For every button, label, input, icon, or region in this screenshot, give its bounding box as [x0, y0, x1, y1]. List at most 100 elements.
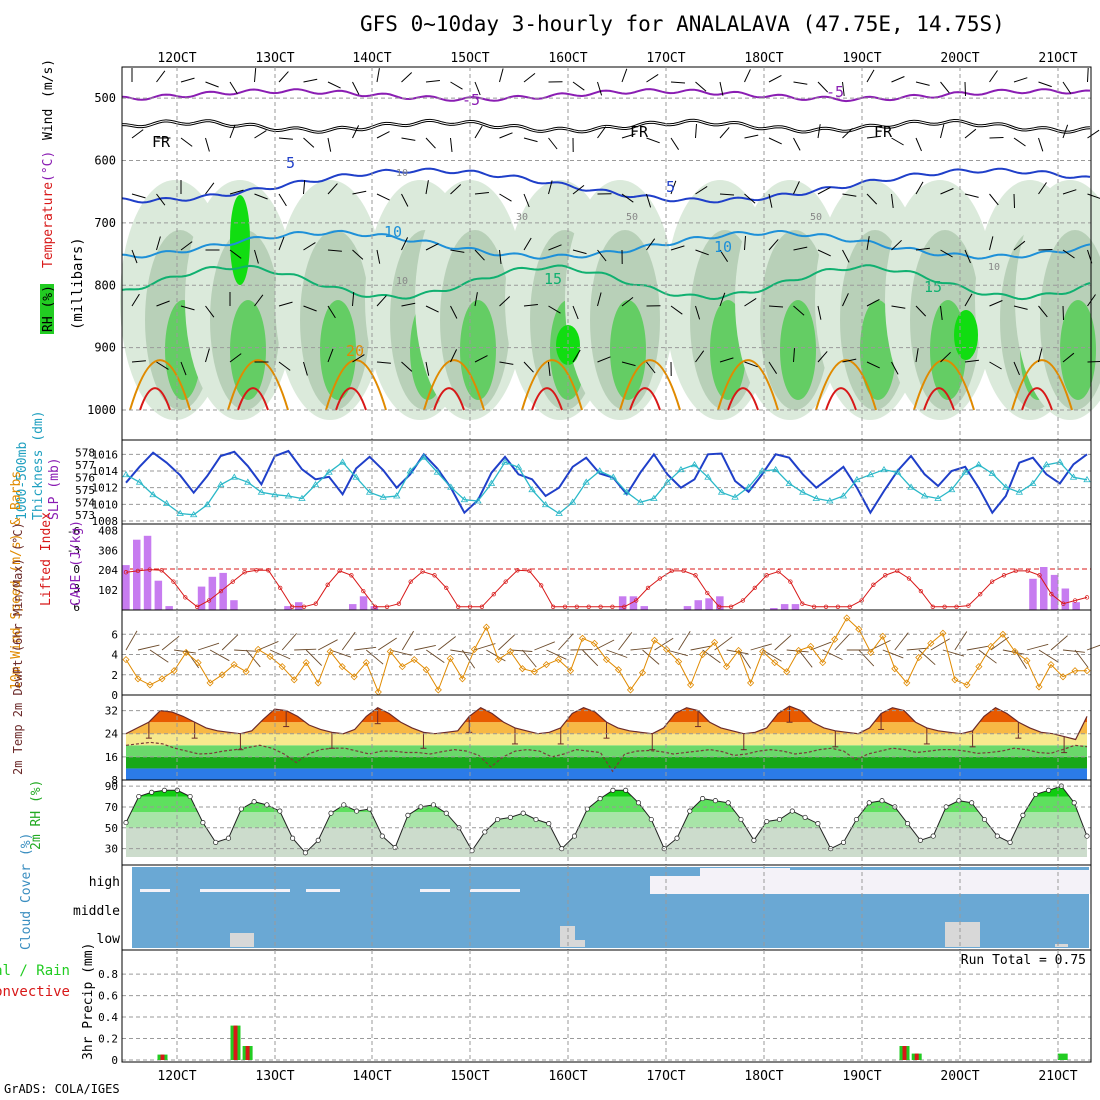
lifted-index-marker — [230, 579, 235, 584]
isotherm-label: 15 — [924, 278, 942, 296]
panel-frame — [121, 523, 1092, 611]
lifted-index-marker — [218, 588, 224, 594]
wind-barb — [866, 361, 880, 369]
cape-bar — [1029, 578, 1037, 610]
lifted-index-marker — [1072, 598, 1078, 603]
cape-bar — [705, 598, 713, 610]
wind-barb — [474, 292, 478, 307]
lifted-index-marker — [349, 573, 354, 578]
wind-barb — [940, 81, 950, 94]
rh-fill-group — [126, 786, 1087, 857]
wind-barb — [401, 137, 416, 141]
wind-barb-10m — [894, 632, 909, 651]
wind-barb — [425, 361, 430, 376]
wind-barb — [254, 249, 259, 264]
rh-marker — [366, 806, 373, 812]
wind-speed-marker — [398, 663, 406, 671]
wind-barb — [352, 292, 355, 307]
wind-speed-marker — [711, 638, 719, 646]
rh-70-region — [460, 300, 496, 400]
lifted-index-marker — [978, 592, 983, 597]
wind-barb — [303, 242, 316, 251]
thickness-marker — [1083, 475, 1091, 483]
wind-barb-10m — [401, 630, 414, 651]
wind-barb — [597, 249, 607, 262]
thickness-tick-label: 577 — [75, 459, 95, 472]
thickness-marker — [244, 478, 252, 485]
wind-barb — [891, 76, 905, 83]
temp-tick-label: 8 — [111, 774, 118, 787]
wind-barb-10m — [197, 642, 220, 651]
x-tick-label-top: 19OCT — [842, 51, 881, 66]
lifted-index-marker — [550, 604, 556, 609]
wind-barb — [597, 126, 607, 139]
wind-barb-10m — [990, 636, 1009, 651]
wind-barb-10m — [774, 634, 792, 651]
lifted-index-marker — [195, 604, 200, 609]
rh-marker — [674, 835, 680, 841]
thickness-tick-label: 573 — [75, 509, 95, 522]
wind-speed-marker — [614, 666, 623, 674]
wind-barb — [1038, 137, 1044, 152]
precip-legend-convective: Convective — [0, 984, 70, 1000]
rh-marker — [187, 793, 193, 800]
isotherm-25 — [531, 387, 563, 411]
wind-barb — [842, 127, 853, 139]
cape-bar — [197, 586, 206, 610]
rh-marker — [917, 837, 923, 843]
wind-barb — [278, 236, 285, 251]
wind-barb — [964, 293, 973, 307]
rh-marker — [635, 800, 642, 806]
rh-marker — [1071, 800, 1077, 806]
wind-barb — [793, 137, 801, 151]
wind-barb — [1013, 77, 1028, 83]
wind-barb — [646, 193, 652, 208]
rh-marker — [764, 818, 770, 825]
thickness-marker — [555, 509, 563, 516]
ylabel-temperature-unit: (°C) — [41, 151, 56, 182]
wind-barb — [474, 249, 485, 261]
x-tick-label-top: 12OCT — [157, 51, 196, 66]
wind-speed-marker — [819, 659, 827, 667]
wind-barb — [180, 77, 195, 83]
ylabel-2m-rh: 2m RH (%) — [29, 780, 44, 850]
wind-barb-10m — [678, 631, 691, 651]
isotherm-20 — [423, 359, 485, 411]
isotherm-20 — [913, 359, 975, 411]
rh-marker — [264, 802, 270, 808]
rh-marker — [597, 796, 603, 802]
lifted-index-marker — [657, 576, 663, 581]
thickness-marker — [785, 479, 793, 486]
x-tick-label-bottom: 19OCT — [842, 1069, 881, 1084]
wind-barb — [1013, 361, 1020, 376]
wind-barb — [278, 193, 287, 207]
isotherm-25 — [923, 387, 955, 411]
wind-speed-marker — [771, 659, 779, 667]
wind-barb — [744, 361, 758, 368]
wind-barb — [793, 181, 800, 195]
cape-bar — [780, 604, 789, 610]
wind-barb — [695, 305, 701, 320]
wind-barb — [572, 81, 585, 91]
wind-barb — [254, 130, 267, 139]
isotherm-25 — [727, 387, 759, 411]
wind-speed-marker — [290, 676, 298, 684]
wind-barb — [523, 193, 530, 208]
thickness-marker — [189, 510, 198, 518]
wind-speed-marker — [170, 667, 178, 675]
wind-barb — [425, 305, 439, 313]
wind-barb — [327, 81, 341, 89]
wind-barb-10m — [690, 645, 713, 651]
rh-marker — [994, 833, 1000, 839]
wind-barb — [352, 81, 360, 95]
wind-speed-marker — [494, 656, 502, 664]
ylabel-wind-unit: (m/s) — [41, 59, 56, 98]
wind-barb — [474, 355, 488, 363]
lifted-index-marker — [1025, 568, 1030, 574]
thickness-marker — [771, 465, 780, 473]
wind-barb — [891, 361, 899, 375]
wind-barb — [450, 349, 458, 363]
wind-barb-10m — [149, 649, 169, 663]
thickness-marker — [975, 460, 983, 468]
rh-70-region — [1060, 300, 1096, 400]
